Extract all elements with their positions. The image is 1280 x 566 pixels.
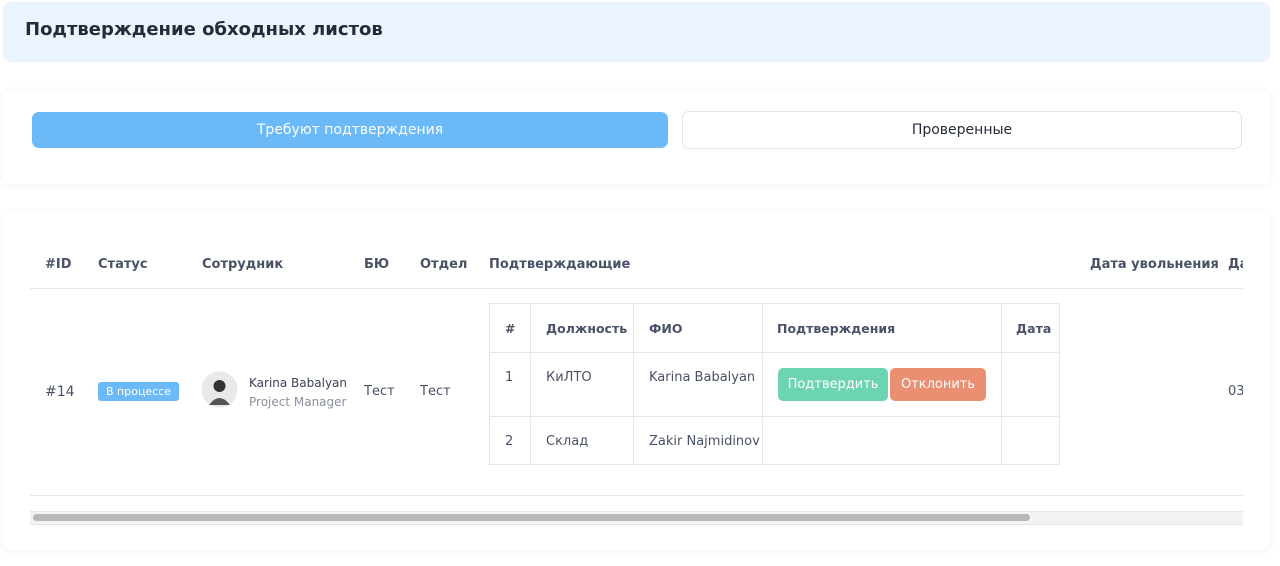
table-scroll: #ID Статус Сотрудник БЮ Отдел Подтвержда…: [30, 240, 1243, 530]
department: Тест: [420, 384, 451, 399]
employee-name: Karina Babalyan: [249, 376, 348, 390]
inner-cell: КиЛТО: [546, 370, 592, 385]
inner-header: Должность: [546, 321, 628, 336]
inner-cell: Склад: [546, 434, 589, 449]
page-title: Подтверждение обходных листов: [25, 19, 383, 40]
scrollbar-thumb[interactable]: [33, 514, 1030, 521]
divider: [633, 303, 634, 465]
inner-cell: Karina Babalyan: [649, 370, 756, 385]
header-card: Подтверждение обходных листов: [3, 2, 1270, 62]
column-header: БЮ: [364, 257, 390, 272]
table: #ID Статус Сотрудник БЮ Отдел Подтвержда…: [30, 240, 1243, 530]
column-header: Да: [1228, 257, 1243, 272]
date: 03: [1228, 384, 1243, 399]
column-header: Дата увольнения: [1090, 257, 1219, 272]
inner-cell: 1: [505, 370, 514, 385]
divider: [489, 352, 1060, 353]
tabs-card: Требуют подтверждения Проверенные: [3, 90, 1270, 184]
status-badge: В процессе: [98, 382, 180, 401]
tab[interactable]: Проверенные: [682, 111, 1242, 149]
column-header: Статус: [98, 257, 148, 272]
inner-header: Дата: [1016, 321, 1052, 336]
tab-active[interactable]: Требуют подтверждения: [32, 112, 668, 148]
column-header: Отдел: [420, 257, 468, 272]
divider: [1001, 303, 1002, 465]
inner-header: Подтверждения: [777, 321, 896, 336]
approvers-table: [489, 303, 1060, 465]
column-header: Подтверждающие: [489, 257, 631, 272]
divider: [489, 416, 1060, 417]
bu: Тест: [364, 384, 395, 399]
approve-button[interactable]: Подтвердить: [778, 368, 888, 401]
column-header: #ID: [45, 257, 72, 272]
divider: [530, 303, 531, 465]
divider: [762, 303, 763, 465]
row-id: #14: [45, 384, 75, 400]
inner-cell: 2: [505, 434, 514, 449]
inner-header: #: [505, 321, 516, 336]
avatar: [201, 371, 238, 408]
inner-cell: Zakir Najmidinov: [649, 434, 760, 449]
column-header: Сотрудник: [202, 257, 284, 272]
reject-button[interactable]: Отклонить: [890, 368, 986, 401]
employee-position: Project Manager: [249, 395, 347, 409]
divider: [30, 495, 1243, 496]
divider: [30, 288, 1243, 289]
inner-header: ФИО: [649, 321, 683, 336]
